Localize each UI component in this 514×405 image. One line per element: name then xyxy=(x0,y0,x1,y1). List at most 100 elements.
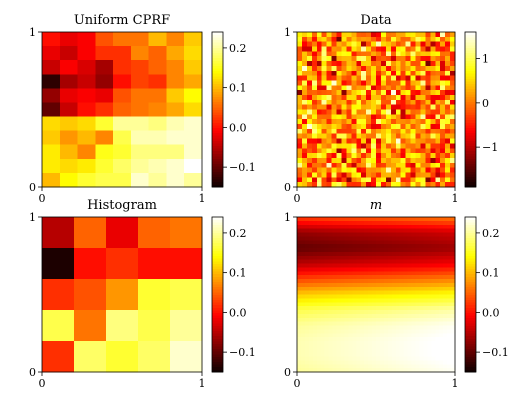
heatmap-cell xyxy=(385,109,392,115)
heatmap-cell xyxy=(435,75,441,81)
heatmap-cell xyxy=(405,32,411,38)
heatmap-cell xyxy=(361,177,367,183)
colorbar-segment xyxy=(212,143,223,147)
colorbar-segment xyxy=(465,63,476,66)
heatmap-cell xyxy=(326,61,332,67)
heatmap-cell xyxy=(427,244,432,249)
heatmap-cell xyxy=(368,248,373,253)
heatmap-cell xyxy=(301,148,308,154)
heatmap-cell xyxy=(184,144,203,160)
heatmap-cell xyxy=(427,236,432,241)
heatmap-cell xyxy=(340,244,345,249)
colorbar-segment xyxy=(465,219,476,223)
heatmap-cell xyxy=(95,158,114,174)
heatmap-cell xyxy=(352,240,357,245)
heatmap-cell xyxy=(403,267,408,272)
heatmap-cell xyxy=(383,220,389,226)
heatmap-cell xyxy=(435,182,441,188)
heatmap-cell xyxy=(427,321,432,326)
heatmap-cell xyxy=(387,255,393,261)
colorbar-segment xyxy=(212,158,223,162)
heatmap-cell xyxy=(304,337,310,342)
heatmap-cell xyxy=(427,259,432,264)
heatmap-cell xyxy=(380,99,387,106)
heatmap-cell xyxy=(95,116,114,132)
heatmap-cell xyxy=(451,263,456,268)
heatmap-cell xyxy=(395,80,402,86)
heatmap-cell xyxy=(395,172,402,178)
heatmap-cell xyxy=(376,298,381,303)
heatmap-cell xyxy=(405,128,411,135)
heatmap-cell xyxy=(366,90,372,96)
x-tick-label: 0 xyxy=(39,377,46,390)
heatmap-cell xyxy=(420,61,426,67)
heatmap-cell xyxy=(420,148,426,154)
heatmap-cell xyxy=(430,124,436,130)
heatmap-cell xyxy=(113,116,132,132)
heatmap-cell xyxy=(332,255,337,261)
heatmap-cell xyxy=(361,172,367,178)
heatmap-cell xyxy=(331,138,337,144)
heatmap-cell xyxy=(440,32,446,38)
heatmap-cell xyxy=(379,356,385,361)
heatmap-cell xyxy=(351,85,357,91)
heatmap-cell xyxy=(403,282,408,288)
heatmap-cell xyxy=(356,360,361,365)
heatmap-cell xyxy=(300,294,306,299)
heatmap-cell xyxy=(399,298,405,303)
heatmap-cell xyxy=(341,172,347,178)
heatmap-cell xyxy=(395,36,402,43)
heatmap-cell xyxy=(439,348,444,354)
heatmap-cell xyxy=(376,90,382,96)
heatmap-cell xyxy=(166,158,185,174)
heatmap-cell xyxy=(366,182,372,188)
heatmap-cell xyxy=(312,356,318,361)
heatmap-cell xyxy=(344,348,349,354)
heatmap-cell xyxy=(341,104,347,110)
heatmap-cell xyxy=(336,259,341,264)
heatmap-cell xyxy=(435,224,440,230)
heatmap-cell xyxy=(340,290,345,295)
heatmap-cell xyxy=(420,157,426,164)
heatmap-cell xyxy=(360,333,365,338)
heatmap-cell xyxy=(445,32,451,38)
heatmap-cell xyxy=(445,104,451,110)
heatmap-cell xyxy=(360,352,365,357)
heatmap-cell xyxy=(395,182,402,188)
colorbar-segment xyxy=(465,302,476,306)
heatmap-cell xyxy=(297,310,302,315)
heatmap-cell xyxy=(366,148,372,154)
heatmap-cell xyxy=(138,248,171,280)
heatmap-cell xyxy=(360,329,365,334)
heatmap-cell xyxy=(297,325,302,330)
heatmap-cell xyxy=(346,75,352,81)
heatmap-cell xyxy=(447,337,452,342)
heatmap-cell xyxy=(439,217,444,222)
heatmap-cell xyxy=(331,133,337,139)
heatmap-cell xyxy=(360,255,365,261)
heatmap-cell xyxy=(184,88,203,103)
heatmap-cell xyxy=(390,104,397,110)
heatmap-cell xyxy=(411,279,416,284)
heatmap-cell xyxy=(360,220,365,226)
heatmap-cell xyxy=(340,317,345,323)
heatmap-cell xyxy=(411,255,416,261)
heatmap-cell xyxy=(395,114,402,120)
heatmap-cell xyxy=(376,255,381,261)
heatmap-cell xyxy=(431,232,436,237)
heatmap-cell xyxy=(431,360,436,365)
heatmap-cell xyxy=(376,286,381,292)
heatmap-cell xyxy=(400,114,407,120)
heatmap-cell xyxy=(352,325,357,330)
heatmap-cell xyxy=(308,255,314,261)
heatmap-cell xyxy=(419,275,424,280)
heatmap-cell xyxy=(380,36,387,43)
heatmap-cell xyxy=(348,275,353,280)
heatmap-cell xyxy=(332,329,337,334)
heatmap-cell xyxy=(435,329,440,334)
heatmap-cell xyxy=(372,286,377,292)
heatmap-cell xyxy=(368,286,373,292)
heatmap-cell xyxy=(451,232,456,237)
heatmap-cell xyxy=(352,224,357,230)
colorbar-segment xyxy=(465,338,476,342)
